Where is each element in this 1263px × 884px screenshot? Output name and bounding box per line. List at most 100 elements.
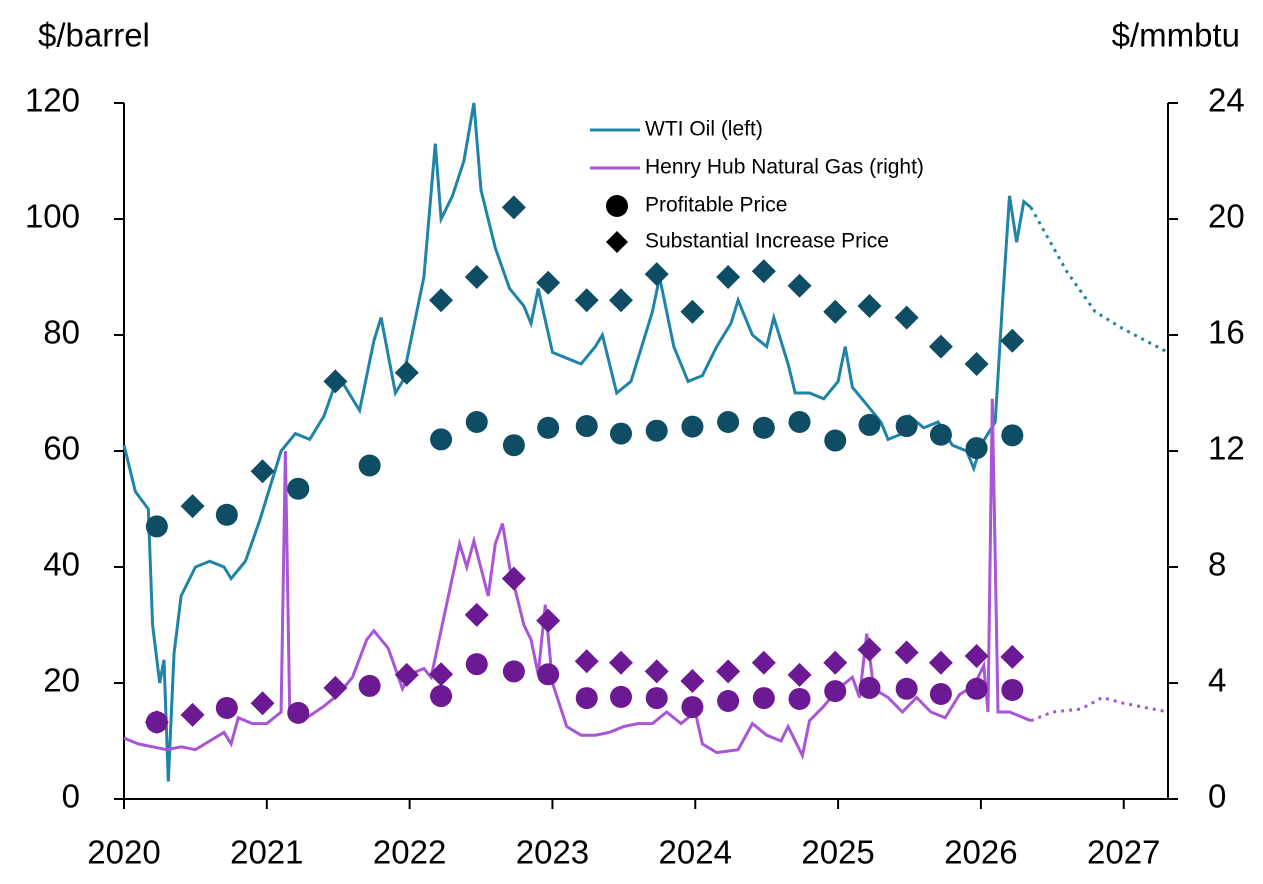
profitable-marker: [287, 701, 310, 724]
profitable-marker: [717, 411, 740, 433]
profitable-marker: [465, 411, 488, 433]
series-line: [123, 398, 1032, 761]
forecast-line: [1030, 695, 1169, 723]
x-tick-label: 2026: [944, 834, 1017, 871]
x-tick-label: 2025: [801, 834, 874, 871]
profitable-marker: [895, 415, 918, 438]
increase-marker: [894, 305, 919, 330]
profitable-marker: [465, 653, 488, 676]
increase-marker: [751, 650, 776, 675]
increase-marker: [928, 650, 953, 675]
increase-marker: [429, 288, 454, 313]
y2-tick-label: 0: [1208, 778, 1226, 815]
increase-marker: [928, 334, 953, 359]
profitable-marker: [645, 687, 668, 710]
profitable-marker: [430, 685, 453, 708]
y2-tick-label: 12: [1208, 430, 1245, 467]
profitable-marker: [502, 660, 525, 683]
x-tick-label: 2024: [659, 834, 732, 871]
increase-marker: [787, 662, 812, 687]
increase-marker: [323, 369, 348, 394]
increase-marker: [394, 360, 419, 385]
y-tick-label: 100: [25, 198, 80, 235]
legend-label: WTI Oil (left): [645, 118, 763, 141]
increase-marker: [464, 602, 489, 627]
increase-marker: [644, 262, 669, 287]
profitable-marker: [610, 422, 633, 445]
increase-marker: [894, 640, 919, 665]
profitable-marker: [610, 685, 633, 708]
increase-marker: [751, 259, 776, 284]
increase-marker: [180, 702, 205, 727]
profitable-marker: [929, 683, 952, 706]
x-tick-label: 2027: [1087, 834, 1160, 871]
increase-marker: [394, 662, 419, 687]
forecast-line: [1029, 206, 1169, 354]
profitable-marker: [287, 477, 310, 500]
increase-marker: [536, 608, 561, 633]
increase-marker: [501, 195, 526, 220]
increase-marker: [644, 659, 669, 684]
profitable-marker: [645, 419, 668, 442]
increase-marker: [680, 299, 705, 324]
increase-marker: [323, 675, 348, 700]
series-line: [122, 102, 1032, 782]
increase-marker: [1000, 328, 1025, 353]
legend-label: Substantial Increase Price: [645, 230, 889, 253]
profitable-marker: [358, 674, 381, 697]
profitable-marker: [681, 696, 704, 719]
increase-marker: [964, 644, 989, 669]
y-tick-label: 40: [43, 546, 80, 583]
legend-swatch: [606, 195, 628, 217]
y-tick-label: 60: [43, 430, 80, 467]
y-tick-label: 0: [62, 778, 80, 815]
y-tick-label: 80: [43, 314, 80, 351]
profitable-marker: [358, 454, 381, 477]
increase-marker: [180, 494, 205, 519]
x-tick-label: 2023: [516, 834, 589, 871]
increase-marker: [464, 265, 489, 289]
increase-marker: [964, 352, 989, 376]
profitable-marker: [537, 663, 560, 686]
y2-tick-label: 16: [1208, 314, 1245, 351]
profitable-marker: [788, 411, 811, 433]
x-tick-label: 2021: [230, 834, 303, 871]
y-tick-label: 20: [43, 662, 80, 699]
increase-marker: [857, 294, 882, 318]
profitable-marker: [858, 413, 881, 436]
profitable-marker: [824, 680, 847, 703]
y2-tick-label: 4: [1208, 662, 1226, 699]
increase-marker: [823, 650, 848, 675]
profitable-marker: [575, 415, 598, 438]
y2-tick-label: 20: [1208, 198, 1245, 235]
profitable-marker: [965, 437, 988, 460]
profitable-marker: [537, 416, 560, 439]
legend-swatch: [606, 231, 628, 253]
increase-marker: [429, 662, 454, 687]
increase-marker: [574, 288, 599, 313]
profitable-marker: [752, 416, 775, 439]
profitable-marker: [215, 503, 238, 526]
profitable-marker: [502, 434, 525, 457]
profitable-marker: [1001, 424, 1024, 447]
profitable-marker: [965, 677, 988, 700]
increase-marker: [787, 273, 812, 298]
increase-marker: [680, 668, 705, 693]
y2-tick-label: 8: [1208, 546, 1226, 583]
profitable-marker: [752, 687, 775, 710]
profitable-marker: [681, 415, 704, 438]
profitable-marker: [575, 687, 598, 710]
increase-marker: [716, 659, 741, 684]
profitable-marker: [858, 676, 881, 699]
legend-label: Profitable Price: [645, 194, 787, 217]
increase-marker: [250, 691, 275, 716]
profitable-marker: [929, 423, 952, 446]
profitable-marker: [215, 696, 238, 719]
y-tick-label: 120: [25, 82, 80, 119]
increase-marker: [536, 270, 561, 295]
increase-marker: [857, 637, 882, 662]
legend-label: Henry Hub Natural Gas (right): [645, 156, 924, 179]
increase-marker: [716, 265, 741, 289]
profitable-marker: [430, 428, 453, 451]
